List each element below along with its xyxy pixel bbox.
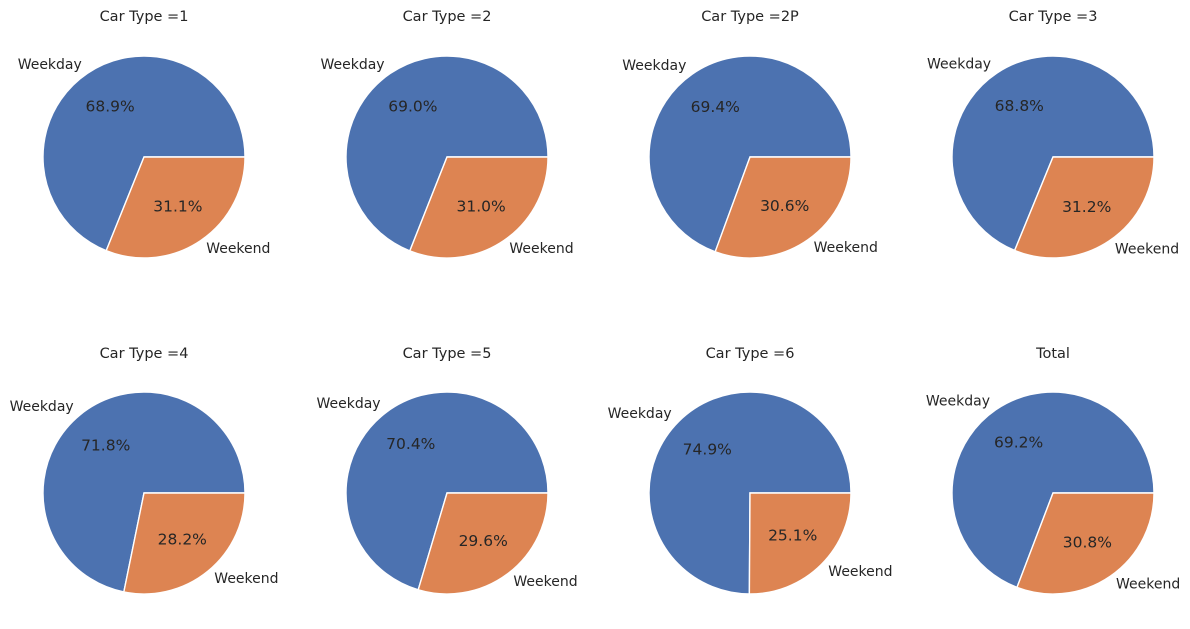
pie-5: Car Type =4 Weekday Weekend 71.8% 28.2% [10,346,279,595]
slice-label: Weekday [10,399,74,415]
pie-6: Car Type =5 Weekday Weekend 70.4% 29.6% [316,346,578,595]
pct-label: 25.1% [768,527,817,545]
pie-title: Car Type =3 [1009,9,1098,25]
pie-title: Car Type =6 [706,346,795,362]
pie-slice-weekend [1013,156,1155,259]
pie-slice-weekday [951,391,1155,589]
slice-label: Weekday [18,57,82,73]
pct-label: 68.9% [85,97,134,115]
slice-label: Weekday [927,57,991,73]
pie-3: Car Type =2P Weekday Weekend 69.4% 30.6% [622,9,878,259]
slice-label: Weekend [828,564,892,580]
pie-2: Car Type =2 Weekday Weekend 69.0% 31.0% [320,9,574,259]
pct-label: 69.4% [691,98,740,116]
pct-label: 30.6% [760,197,809,215]
pie-slice-weekend [417,492,549,595]
pie-title: Total [1035,346,1070,362]
slice-label: Weekday [926,394,990,410]
pct-label: 29.6% [459,532,508,550]
pie-slice-weekday [345,55,549,252]
pie-slice-weekend [408,156,549,259]
pie-title: Car Type =2P [701,9,799,25]
pct-label: 68.8% [995,97,1044,115]
pie-7: Car Type =6 Weekday Weekend 74.9% 25.1% [608,346,893,595]
pct-label: 30.8% [1063,533,1112,551]
pct-label: 71.8% [81,437,130,455]
pie-title: Car Type =4 [100,346,189,362]
pie-title: Car Type =5 [403,346,492,362]
pct-label: 28.2% [158,530,207,548]
pie-slice-weekend [748,492,852,595]
pie-8: Total Weekday Weekend 69.2% 30.8% [926,346,1180,595]
slice-label: Weekend [513,574,577,590]
pie-slice-weekday [951,55,1155,252]
slice-label: Weekend [206,241,270,257]
pie-slice-weekday [42,55,246,252]
pct-label: 69.0% [388,97,437,115]
pie-slice-weekend [1016,492,1155,595]
pie-slice-weekday [648,55,852,253]
slice-label: Weekend [814,240,878,256]
slice-label: Weekend [509,241,573,257]
slice-label: Weekend [1115,241,1179,257]
pct-label: 31.2% [1062,198,1111,216]
pie-slice-weekday [648,391,852,595]
pie-title: Car Type =1 [100,9,189,25]
pct-label: 69.2% [994,434,1043,452]
slice-label: Weekday [320,57,384,73]
pct-label: 31.0% [456,198,505,216]
pie-1: Car Type =1 Weekday Weekend 68.9% 31.1% [18,9,270,259]
pct-label: 70.4% [386,435,435,453]
pie-slice-weekend [123,492,246,595]
pie-slice-weekday [42,391,246,593]
pie-4: Car Type =3 Weekday Weekend 68.8% 31.2% [927,9,1179,259]
slice-label: Weekday [622,58,686,74]
pie-title: Car Type =2 [403,9,492,25]
slice-label: Weekend [214,571,278,587]
pie-slice-weekend [105,156,246,259]
pct-label: 31.1% [153,198,202,216]
pct-label: 74.9% [683,441,732,459]
pie-slice-weekend [714,156,852,259]
slice-label: Weekday [316,396,380,412]
slice-label: Weekday [608,406,672,422]
pie-slice-weekday [345,391,549,591]
slice-label: Weekend [1116,577,1180,593]
